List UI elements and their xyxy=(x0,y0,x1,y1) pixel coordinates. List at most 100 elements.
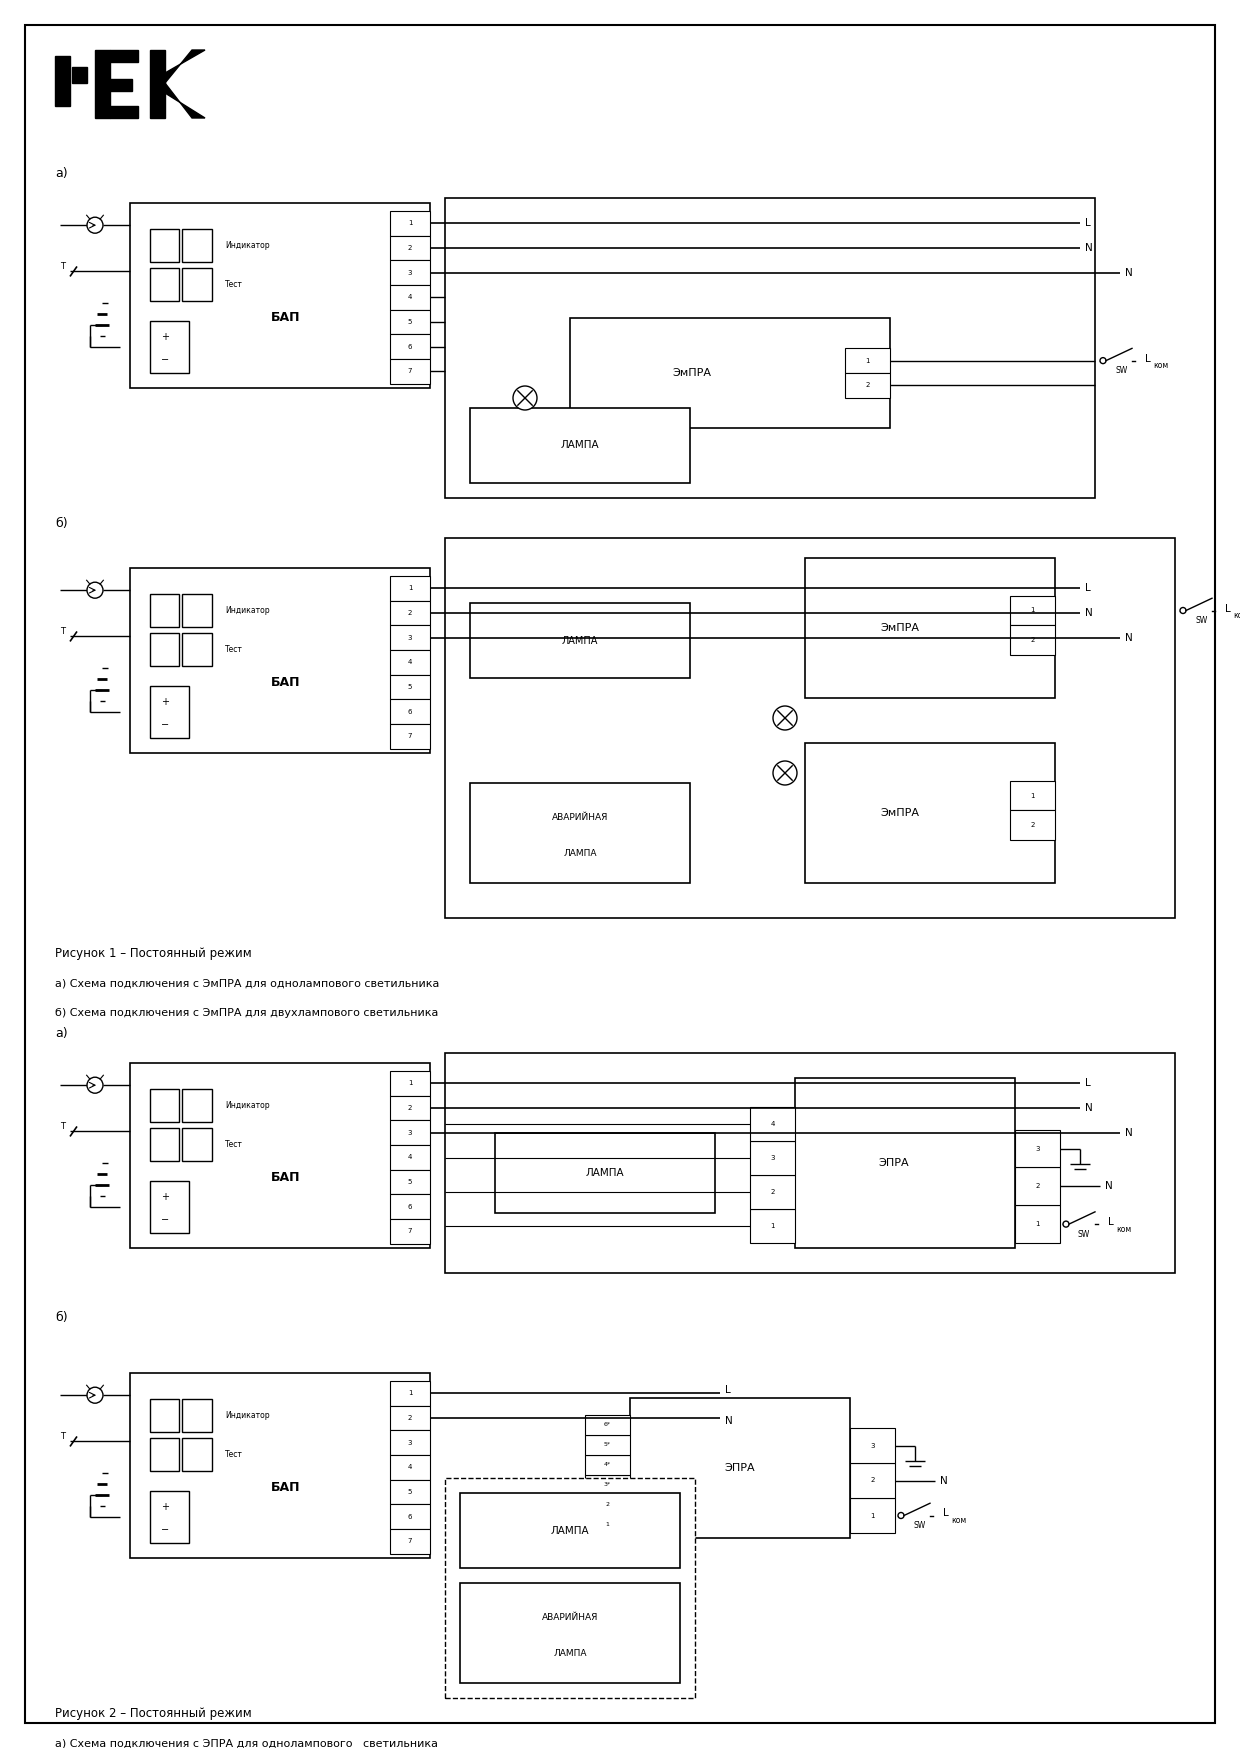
Bar xyxy=(1016,1168,1060,1204)
Bar xyxy=(391,260,430,285)
Bar xyxy=(150,1127,180,1161)
Text: L: L xyxy=(1109,1217,1114,1227)
Text: 7: 7 xyxy=(408,369,412,374)
Bar xyxy=(795,1079,1016,1248)
Text: +: + xyxy=(161,1502,170,1512)
Text: ЛАМПА: ЛАМПА xyxy=(560,440,599,451)
Text: ком: ком xyxy=(951,1516,966,1524)
Text: 2: 2 xyxy=(1030,636,1034,643)
Bar xyxy=(391,724,430,748)
Bar xyxy=(150,51,165,119)
Circle shape xyxy=(87,217,103,232)
Bar xyxy=(470,783,689,883)
Bar xyxy=(110,79,131,91)
Text: Т: Т xyxy=(60,1122,64,1131)
Circle shape xyxy=(1100,358,1106,364)
Text: 2: 2 xyxy=(770,1189,775,1196)
Text: 1: 1 xyxy=(866,358,869,364)
Bar xyxy=(470,407,689,482)
Bar xyxy=(391,1405,430,1430)
Polygon shape xyxy=(165,51,205,82)
Text: ЛАМПА: ЛАМПА xyxy=(551,1526,589,1535)
Bar xyxy=(150,1182,188,1232)
Text: Индикатор: Индикатор xyxy=(224,1101,269,1110)
Text: АВАРИЙНАЯ: АВАРИЙНАЯ xyxy=(552,813,608,823)
Text: 2: 2 xyxy=(408,1414,412,1421)
Bar xyxy=(445,1052,1176,1273)
Text: SW: SW xyxy=(1078,1229,1090,1239)
Bar xyxy=(1011,811,1055,839)
Text: ком: ком xyxy=(1153,362,1168,371)
Bar xyxy=(150,1439,180,1472)
Circle shape xyxy=(513,386,537,411)
Bar xyxy=(391,1194,430,1218)
Text: 5: 5 xyxy=(408,318,412,325)
Text: б): б) xyxy=(55,1311,68,1325)
Bar xyxy=(470,603,689,678)
Text: 1: 1 xyxy=(1035,1222,1040,1227)
Text: 1: 1 xyxy=(408,586,412,591)
Text: N: N xyxy=(1125,1127,1133,1138)
Bar xyxy=(150,687,188,738)
Text: ком: ком xyxy=(1116,1225,1131,1234)
Bar xyxy=(750,1106,795,1141)
Text: Тест: Тест xyxy=(224,1449,243,1460)
Bar xyxy=(182,267,212,301)
Text: 2: 2 xyxy=(870,1477,874,1484)
Text: ЛАМПА: ЛАМПА xyxy=(562,636,598,645)
Polygon shape xyxy=(165,82,205,119)
Bar xyxy=(391,626,430,650)
Text: −: − xyxy=(161,1526,170,1535)
Bar xyxy=(460,1493,680,1568)
Bar xyxy=(182,1127,212,1161)
Bar xyxy=(585,1495,630,1516)
Text: ЭмПРА: ЭмПРА xyxy=(672,369,711,378)
Circle shape xyxy=(1180,608,1185,614)
Text: 7: 7 xyxy=(408,1229,412,1234)
Bar xyxy=(849,1428,895,1463)
Text: а): а) xyxy=(55,1026,68,1040)
Text: 7: 7 xyxy=(408,734,412,739)
Text: Тест: Тест xyxy=(224,645,243,654)
Text: 6: 6 xyxy=(408,708,412,715)
Bar xyxy=(182,594,212,628)
Text: 5: 5 xyxy=(408,1489,412,1495)
Bar xyxy=(391,358,430,383)
Bar xyxy=(95,51,110,119)
Text: БАП: БАП xyxy=(272,676,301,689)
Bar xyxy=(1011,626,1055,654)
Text: N: N xyxy=(1105,1182,1112,1192)
Bar xyxy=(391,309,430,334)
Text: SW: SW xyxy=(913,1521,925,1530)
Text: 1: 1 xyxy=(770,1224,775,1229)
Bar xyxy=(391,1381,430,1405)
Text: 3: 3 xyxy=(408,1440,412,1446)
Text: L: L xyxy=(1085,1079,1091,1089)
Bar xyxy=(130,203,430,388)
Text: 1: 1 xyxy=(605,1523,609,1528)
Text: 1: 1 xyxy=(1030,792,1034,799)
Bar xyxy=(150,1491,188,1543)
Text: ЛАМПА: ЛАМПА xyxy=(585,1168,624,1178)
Text: 3: 3 xyxy=(408,269,412,276)
Text: б) Схема подключения с ЭмПРА для двухлампового светильника: б) Схема подключения с ЭмПРА для двухлам… xyxy=(55,1009,439,1017)
Bar xyxy=(849,1463,895,1498)
Bar xyxy=(844,372,890,399)
Bar xyxy=(849,1498,895,1533)
Bar xyxy=(460,1584,680,1683)
Text: L: L xyxy=(1085,218,1091,229)
Circle shape xyxy=(1063,1222,1069,1227)
Bar xyxy=(391,285,430,309)
Bar xyxy=(750,1210,795,1243)
Bar xyxy=(182,229,212,262)
Text: N: N xyxy=(1125,267,1133,278)
Text: 1: 1 xyxy=(870,1512,874,1519)
Text: 3: 3 xyxy=(870,1442,874,1449)
Text: 2: 2 xyxy=(408,245,412,252)
Text: Тест: Тест xyxy=(224,280,243,288)
Text: Т: Т xyxy=(60,628,64,636)
Text: N: N xyxy=(725,1416,733,1426)
Text: 2: 2 xyxy=(866,383,869,388)
Bar xyxy=(150,1089,180,1122)
Text: 2: 2 xyxy=(408,610,412,615)
